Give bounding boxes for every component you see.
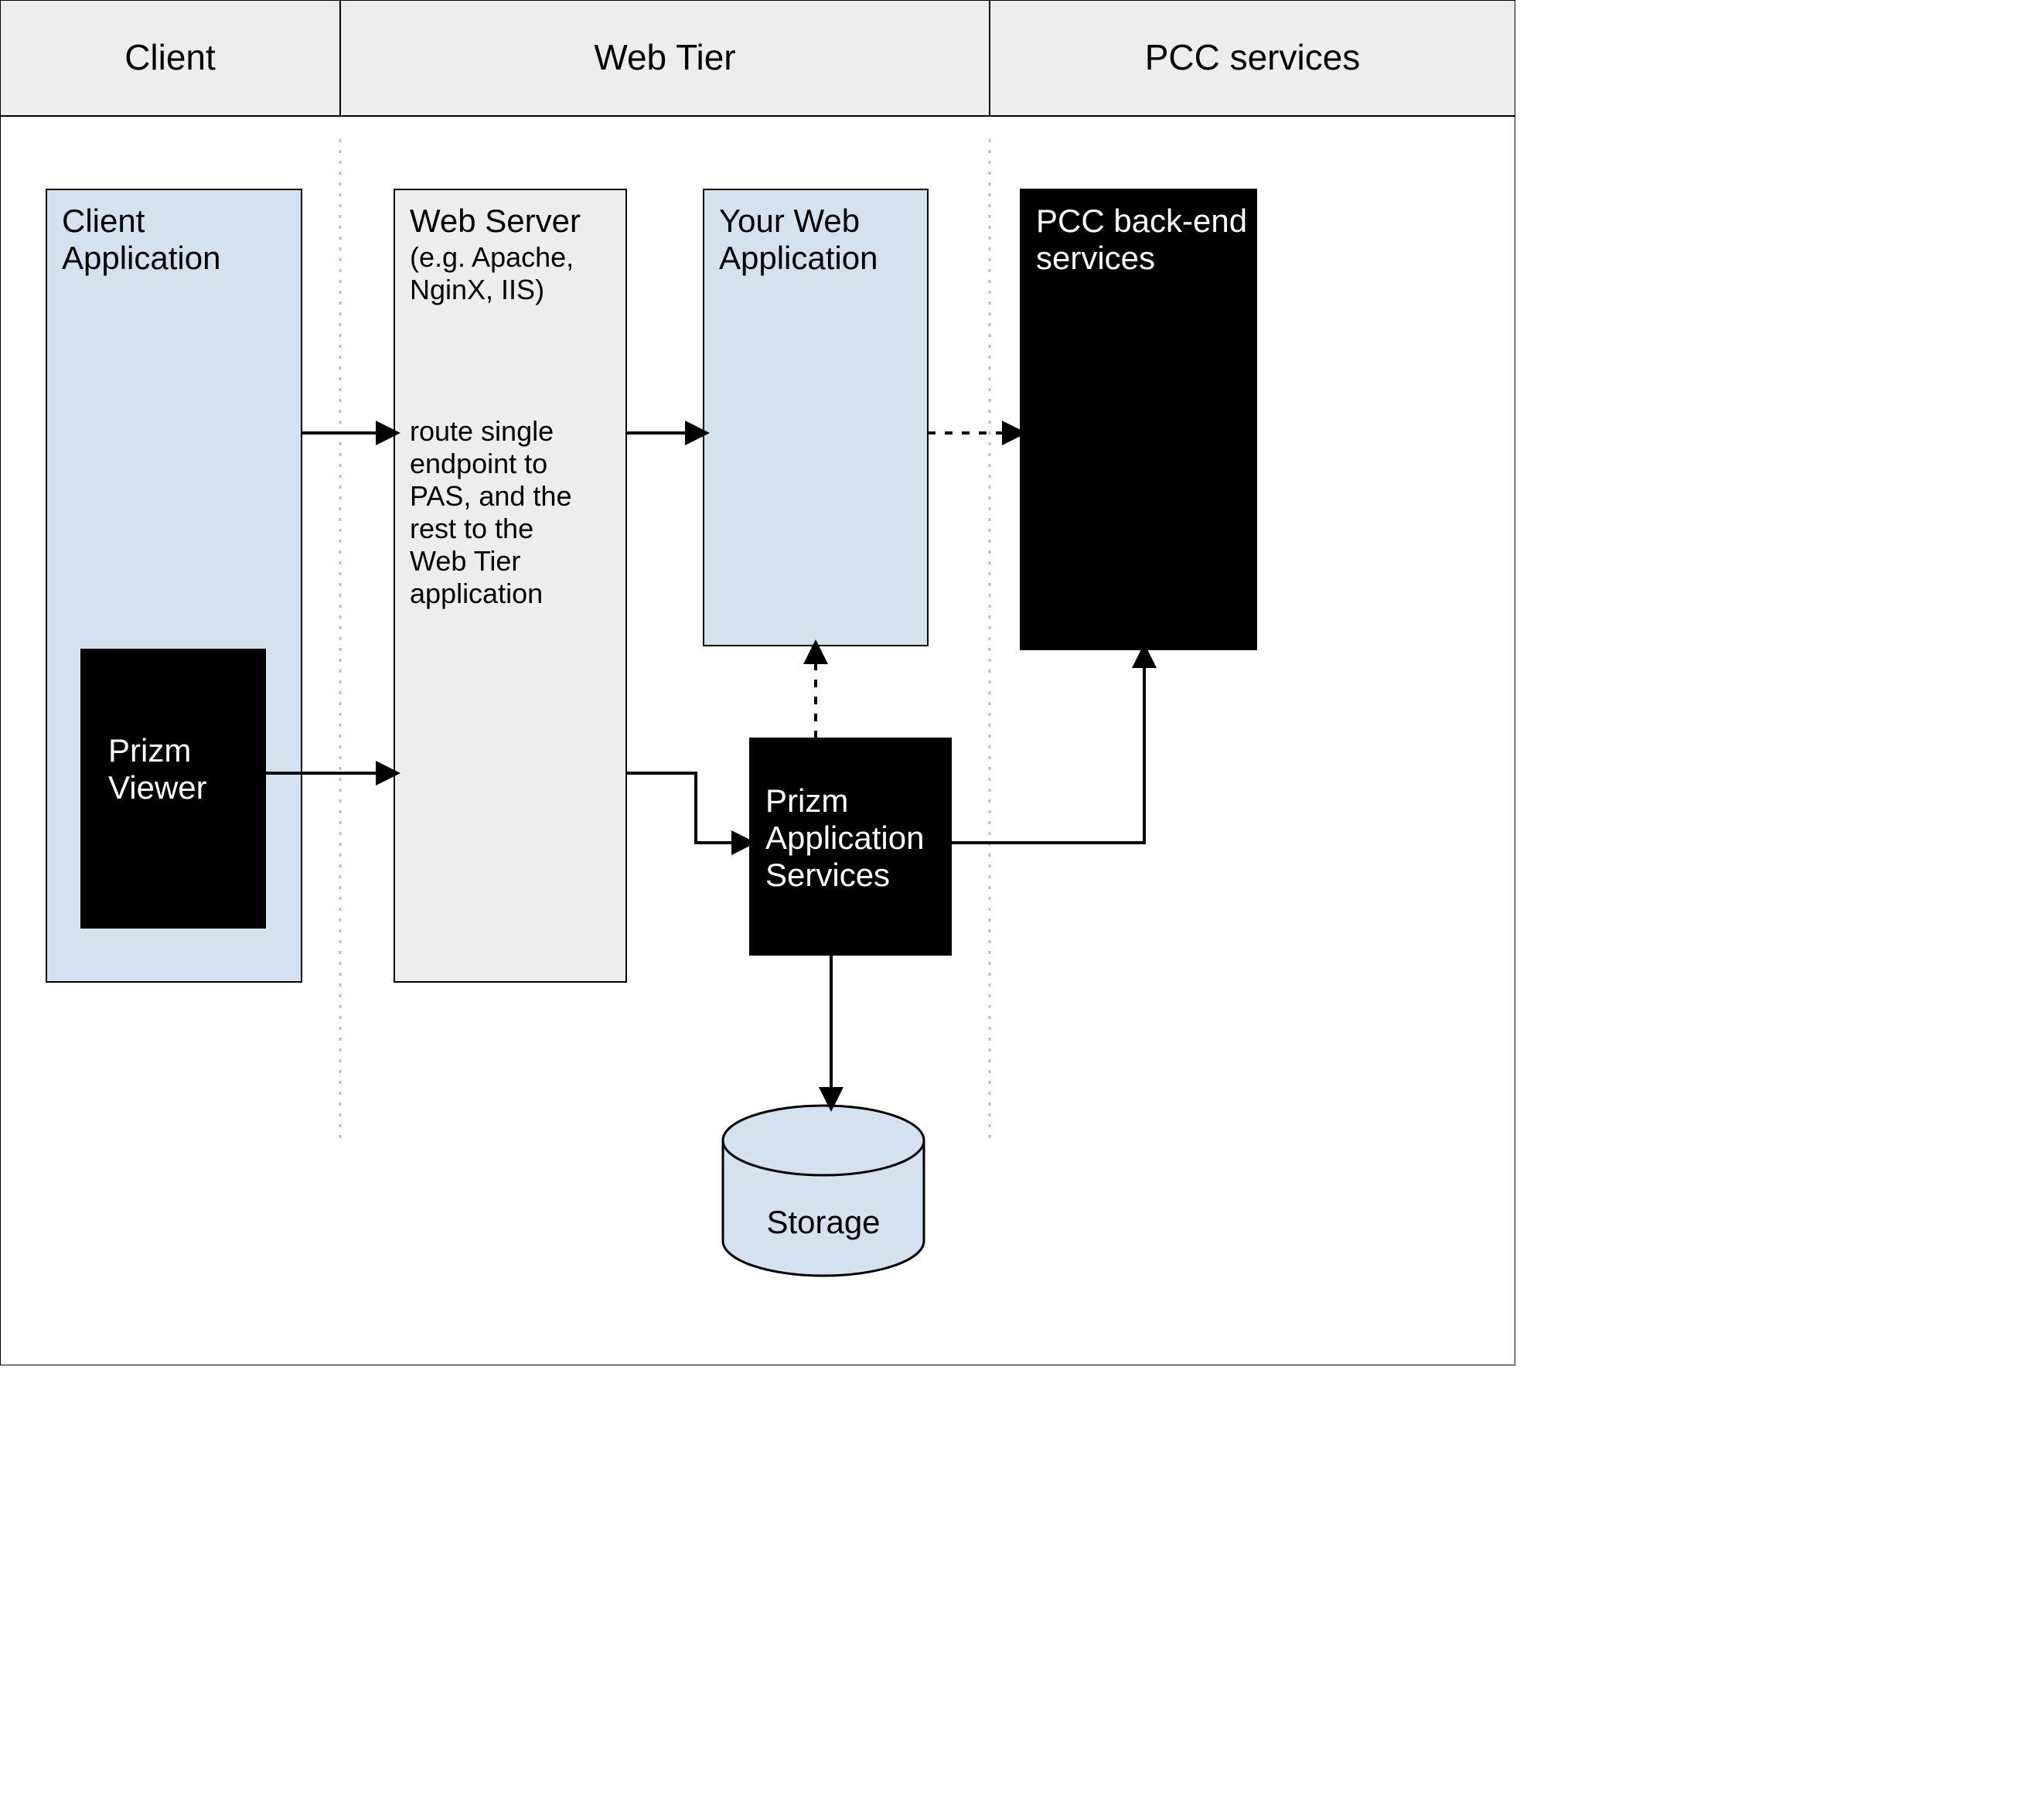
pas-label-0: Prizm (765, 782, 848, 819)
header-label-webtier: Web Tier (594, 37, 735, 77)
node-pcc-backend: PCC back-endservices (1021, 189, 1256, 649)
your-web-app-label-1: Application (719, 240, 878, 276)
prizm-viewer-label-1: Viewer (108, 769, 207, 806)
web-server-body-4: Web Tier (410, 545, 520, 577)
header-row: Client Web Tier PCC services (0, 0, 1515, 116)
client-app-label-1: Application (62, 240, 220, 276)
pcc-backend-label-1: services (1036, 240, 1155, 276)
web-server-body-1: endpoint to (410, 448, 547, 479)
client-app-label-0: Client (62, 203, 145, 239)
svg-text:Web Server: Web Server (410, 203, 581, 239)
web-server-body-5: application (410, 578, 543, 609)
your-web-app-label-0: Your Web (719, 203, 860, 239)
pas-label-1: Application (765, 820, 924, 856)
prizm-viewer-label-0: Prizm (108, 732, 191, 769)
web-server-body-3: rest to the (410, 513, 533, 544)
web-server-body-2: PAS, and the (410, 480, 571, 512)
node-prizm-viewer: PrizmViewer (81, 649, 265, 928)
node-web-server: Web Server (e.g. Apache,NginX, IIS) rout… (394, 189, 626, 982)
node-storage: Storage (723, 1106, 924, 1276)
header-label-pcc: PCC services (1145, 37, 1361, 77)
storage-label: Storage (766, 1204, 880, 1240)
header-label-client: Client (124, 37, 216, 77)
web-server-sub-0: (e.g. Apache, (410, 241, 574, 273)
pas-label-2: Services (765, 857, 890, 893)
node-your-web-app: Your WebApplication (704, 189, 928, 646)
architecture-diagram: Client Web Tier PCC services ClientAppli… (0, 0, 1515, 1365)
web-server-body-0: route single (410, 415, 554, 447)
web-server-sub-1: NginX, IIS) (410, 274, 544, 305)
svg-text:Your WebApplication: Your WebApplication (719, 203, 878, 276)
node-prizm-application-services: PrizmApplicationServices (750, 738, 951, 955)
web-server-title-0: Web Server (410, 203, 581, 239)
pcc-backend-label-0: PCC back-end (1036, 203, 1247, 239)
